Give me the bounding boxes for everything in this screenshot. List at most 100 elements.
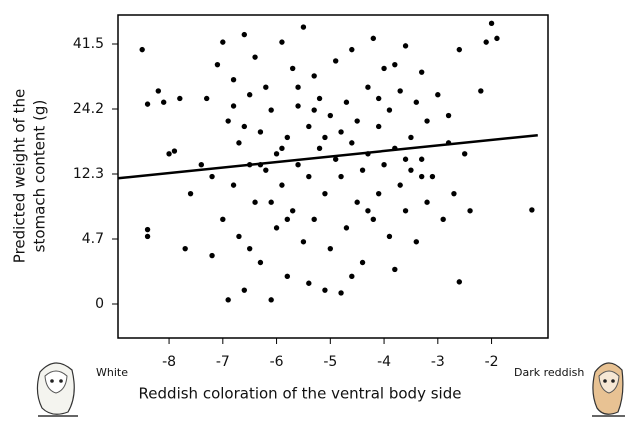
- point: [364, 83, 372, 91]
- point: [300, 23, 307, 31]
- point: [310, 106, 318, 114]
- point: [359, 166, 366, 174]
- point: [273, 224, 280, 232]
- point: [434, 91, 442, 99]
- point: [353, 198, 361, 206]
- point: [407, 166, 415, 174]
- point: [375, 190, 382, 197]
- point: [402, 155, 409, 163]
- point: [391, 266, 399, 273]
- point: [165, 150, 173, 158]
- point: [294, 83, 302, 91]
- y-tick-label: 24.2: [73, 101, 104, 117]
- point: [316, 145, 323, 152]
- point: [310, 216, 318, 223]
- point: [198, 161, 205, 169]
- point: [230, 76, 237, 83]
- point: [181, 245, 189, 252]
- point: [413, 238, 420, 246]
- y-tick-label: 12.3: [73, 166, 104, 182]
- point: [439, 216, 447, 223]
- point: [528, 206, 536, 214]
- point: [241, 123, 248, 130]
- point: [386, 106, 393, 114]
- x-tick-label: -5: [323, 354, 337, 370]
- x-tick-label: -4: [377, 354, 391, 370]
- point: [402, 42, 409, 50]
- point: [402, 207, 409, 215]
- point: [267, 106, 275, 114]
- point: [224, 296, 232, 304]
- point: [235, 233, 243, 240]
- point: [284, 273, 291, 280]
- y-axis-label: stomach content (g): [31, 100, 49, 253]
- point: [429, 173, 436, 180]
- point: [230, 181, 237, 189]
- point: [246, 91, 253, 99]
- y-tick-label: 4.7: [82, 231, 104, 247]
- point: [278, 145, 286, 152]
- fit-line: [117, 133, 538, 180]
- point: [230, 102, 237, 110]
- point: [370, 216, 377, 223]
- point: [370, 35, 377, 42]
- y-tick-label: 0: [95, 296, 104, 312]
- point: [144, 226, 151, 233]
- white-owl-icon: [36, 362, 78, 417]
- point: [241, 31, 248, 38]
- point: [294, 102, 302, 110]
- x-tick-label: -8: [162, 354, 176, 370]
- point: [321, 134, 329, 141]
- point: [144, 100, 151, 108]
- point: [466, 207, 474, 215]
- point: [348, 273, 356, 280]
- point: [251, 198, 259, 206]
- point: [284, 216, 291, 223]
- point: [461, 150, 468, 158]
- point: [273, 150, 280, 158]
- point: [305, 173, 313, 180]
- point: [456, 46, 463, 53]
- point: [305, 123, 313, 130]
- x-tick-label: -7: [216, 354, 230, 370]
- point: [208, 252, 216, 259]
- point: [445, 112, 452, 119]
- point: [284, 134, 291, 141]
- point: [396, 181, 404, 189]
- point: [138, 46, 146, 53]
- point: [418, 173, 425, 180]
- point: [380, 65, 388, 72]
- x-tick-label: -3: [431, 354, 445, 370]
- point: [214, 61, 221, 68]
- point: [348, 139, 356, 147]
- point: [450, 190, 458, 197]
- point: [294, 161, 302, 169]
- point: [257, 259, 264, 266]
- x-tick-label: -2: [485, 354, 499, 370]
- point: [348, 46, 356, 53]
- point: [144, 233, 151, 240]
- point: [208, 173, 216, 180]
- point: [289, 65, 296, 72]
- point: [493, 35, 501, 42]
- y-tick-label: 41.5: [73, 36, 104, 52]
- point: [246, 245, 253, 252]
- point: [257, 128, 264, 136]
- point: [251, 53, 259, 61]
- point: [353, 117, 361, 125]
- point: [488, 20, 495, 27]
- point: [332, 57, 339, 65]
- point: [267, 296, 275, 304]
- point: [477, 87, 485, 95]
- point: [155, 87, 162, 95]
- point: [160, 98, 167, 106]
- point: [289, 207, 296, 215]
- point: [337, 173, 345, 180]
- point: [267, 198, 275, 206]
- point: [375, 123, 382, 130]
- left-annotation: White: [96, 366, 128, 379]
- point: [278, 181, 286, 189]
- point: [359, 259, 366, 266]
- point: [203, 95, 210, 102]
- point: [364, 207, 372, 215]
